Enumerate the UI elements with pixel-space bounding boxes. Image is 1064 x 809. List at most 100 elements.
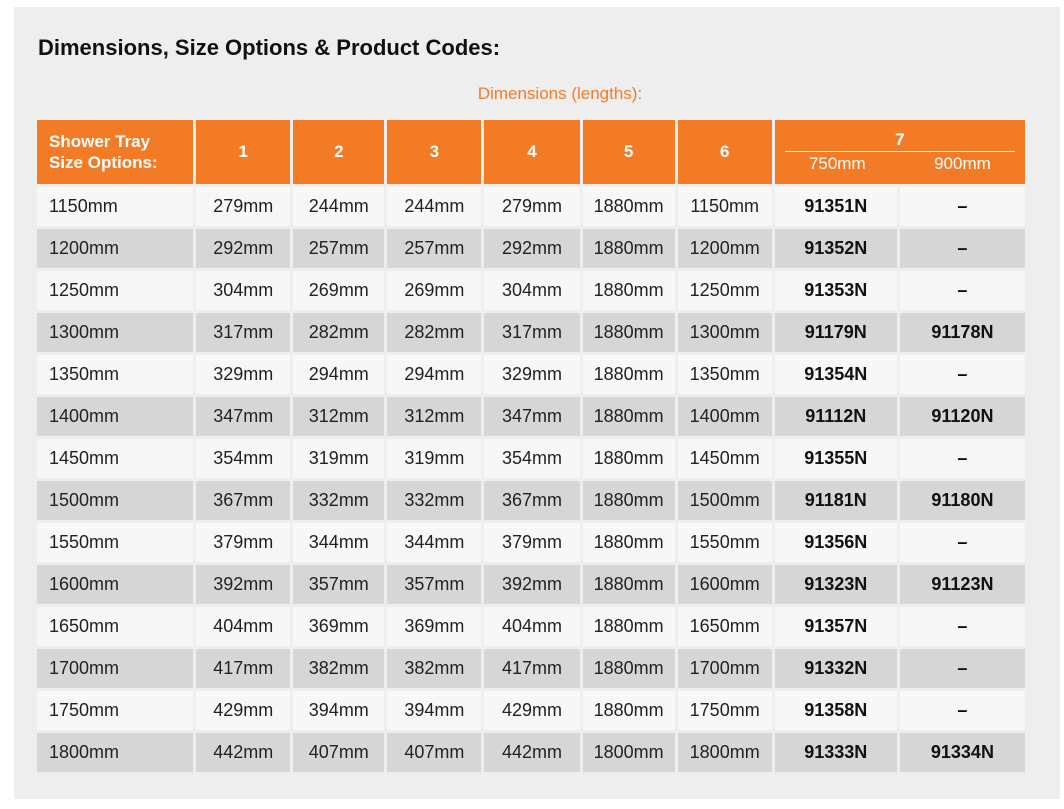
table-body: 1150mm 279mm 244mm 244mm 279mm 1880mm 1150mm 91… xyxy=(37,187,1025,772)
dim5-cell: 1880mm xyxy=(582,229,675,268)
dim2-cell: 282mm xyxy=(293,313,385,352)
dim1-cell: 392mm xyxy=(196,565,291,604)
dimension-header-1: 1 xyxy=(196,120,291,184)
dimensions-subheading: Dimensions (lengths): xyxy=(477,84,643,103)
code-900-cell: – xyxy=(899,691,1025,730)
dim3-cell: 244mm xyxy=(387,187,482,226)
table-row: 1650mm 404mm 369mm 369mm 404mm 1880mm 1650mm 91… xyxy=(37,607,1025,646)
dim4-cell: 304mm xyxy=(484,271,580,310)
dim1-cell: 429mm xyxy=(196,691,291,730)
code-750-cell: 91358N xyxy=(774,691,897,730)
table-header-row: Shower Tray Size Options: 1 2 3 4 5 6 7 … xyxy=(37,120,1025,184)
dim1-cell: 354mm xyxy=(196,439,291,478)
dimension-header-3: 3 xyxy=(387,120,482,184)
dim2-cell: 244mm xyxy=(293,187,385,226)
dimension-header-7-label: 7 xyxy=(895,130,905,149)
dim3-cell: 312mm xyxy=(387,397,482,436)
dim4-cell: 379mm xyxy=(484,523,580,562)
dim2-cell: 344mm xyxy=(293,523,385,562)
dim3-cell: 282mm xyxy=(387,313,482,352)
table-row: 1400mm 347mm 312mm 312mm 347mm 1880mm 1400mm 91… xyxy=(37,397,1025,436)
dim4-cell: 392mm xyxy=(484,565,580,604)
code-900-cell: – xyxy=(899,607,1025,646)
dim6-cell: 1800mm xyxy=(677,733,772,772)
dim3-cell: 332mm xyxy=(387,481,482,520)
dim5-cell: 1880mm xyxy=(582,691,675,730)
dim1-cell: 317mm xyxy=(196,313,291,352)
dim6-cell: 1450mm xyxy=(677,439,772,478)
dimension-header-5: 5 xyxy=(582,120,675,184)
dim5-cell: 1880mm xyxy=(582,523,675,562)
dim6-cell: 1150mm xyxy=(677,187,772,226)
dim1-cell: 347mm xyxy=(196,397,291,436)
dim3-cell: 294mm xyxy=(387,355,482,394)
code-750-cell: 91356N xyxy=(774,523,897,562)
dim5-cell: 1800mm xyxy=(582,733,675,772)
size-cell: 1450mm xyxy=(37,439,194,478)
size-cell: 1800mm xyxy=(37,733,194,772)
table-row: 1200mm 292mm 257mm 257mm 292mm 1880mm 1200mm 91… xyxy=(37,229,1025,268)
dim4-cell: 354mm xyxy=(484,439,580,478)
dim2-cell: 319mm xyxy=(293,439,385,478)
dim2-cell: 369mm xyxy=(293,607,385,646)
dim4-cell: 279mm xyxy=(484,187,580,226)
table-row: 1150mm 279mm 244mm 244mm 279mm 1880mm 1150mm 91… xyxy=(37,187,1025,226)
dim3-cell: 382mm xyxy=(387,649,482,688)
dim3-cell: 344mm xyxy=(387,523,482,562)
dim4-cell: 367mm xyxy=(484,481,580,520)
subheader-900mm: 900mm xyxy=(934,154,991,173)
dim2-cell: 257mm xyxy=(293,229,385,268)
dim6-cell: 1500mm xyxy=(677,481,772,520)
dim5-cell: 1880mm xyxy=(582,187,675,226)
dim3-cell: 357mm xyxy=(387,565,482,604)
size-cell: 1200mm xyxy=(37,229,194,268)
dimension-header-2: 2 xyxy=(293,120,385,184)
size-cell: 1700mm xyxy=(37,649,194,688)
code-750-cell: 91332N xyxy=(774,649,897,688)
table-row: 1350mm 329mm 294mm 294mm 329mm 1880mm 1350mm 91… xyxy=(37,355,1025,394)
dim5-cell: 1880mm xyxy=(582,355,675,394)
dim4-cell: 417mm xyxy=(484,649,580,688)
dim5-cell: 1880mm xyxy=(582,439,675,478)
code-900-cell: – xyxy=(899,649,1025,688)
code-900-cell: – xyxy=(899,439,1025,478)
code-750-cell: 91323N xyxy=(774,565,897,604)
size-cell: 1650mm xyxy=(37,607,194,646)
dimensions-table: Shower Tray Size Options: 1 2 3 4 5 6 7 … xyxy=(34,117,1028,775)
dim3-cell: 269mm xyxy=(387,271,482,310)
dim4-cell: 442mm xyxy=(484,733,580,772)
dim4-cell: 429mm xyxy=(484,691,580,730)
dimension-header-4: 4 xyxy=(484,120,580,184)
dim5-cell: 1880mm xyxy=(582,313,675,352)
dim1-cell: 304mm xyxy=(196,271,291,310)
code-750-cell: 91355N xyxy=(774,439,897,478)
code-750-cell: 91112N xyxy=(774,397,897,436)
table-row: 1500mm 367mm 332mm 332mm 367mm 1880mm 1500mm 91… xyxy=(37,481,1025,520)
dim6-cell: 1300mm xyxy=(677,313,772,352)
dim6-cell: 1700mm xyxy=(677,649,772,688)
dim6-cell: 1750mm xyxy=(677,691,772,730)
dim5-cell: 1880mm xyxy=(582,397,675,436)
dim3-cell: 319mm xyxy=(387,439,482,478)
code-750-cell: 91179N xyxy=(774,313,897,352)
code-900-cell: – xyxy=(899,229,1025,268)
dim1-cell: 417mm xyxy=(196,649,291,688)
dim2-cell: 407mm xyxy=(293,733,385,772)
code-750-cell: 91352N xyxy=(774,229,897,268)
dim6-cell: 1600mm xyxy=(677,565,772,604)
size-cell: 1550mm xyxy=(37,523,194,562)
dim6-cell: 1250mm xyxy=(677,271,772,310)
dim2-cell: 357mm xyxy=(293,565,385,604)
table-row: 1600mm 392mm 357mm 357mm 392mm 1880mm 1600mm 91… xyxy=(37,565,1025,604)
dim3-cell: 257mm xyxy=(387,229,482,268)
dim4-cell: 292mm xyxy=(484,229,580,268)
dim5-cell: 1880mm xyxy=(582,649,675,688)
code-750-cell: 91353N xyxy=(774,271,897,310)
code-750-cell: 91357N xyxy=(774,607,897,646)
dim6-cell: 1350mm xyxy=(677,355,772,394)
size-cell: 1500mm xyxy=(37,481,194,520)
section-heading: Dimensions, Size Options & Product Codes… xyxy=(38,35,501,60)
dim6-cell: 1550mm xyxy=(677,523,772,562)
dim6-cell: 1650mm xyxy=(677,607,772,646)
size-cell: 1400mm xyxy=(37,397,194,436)
